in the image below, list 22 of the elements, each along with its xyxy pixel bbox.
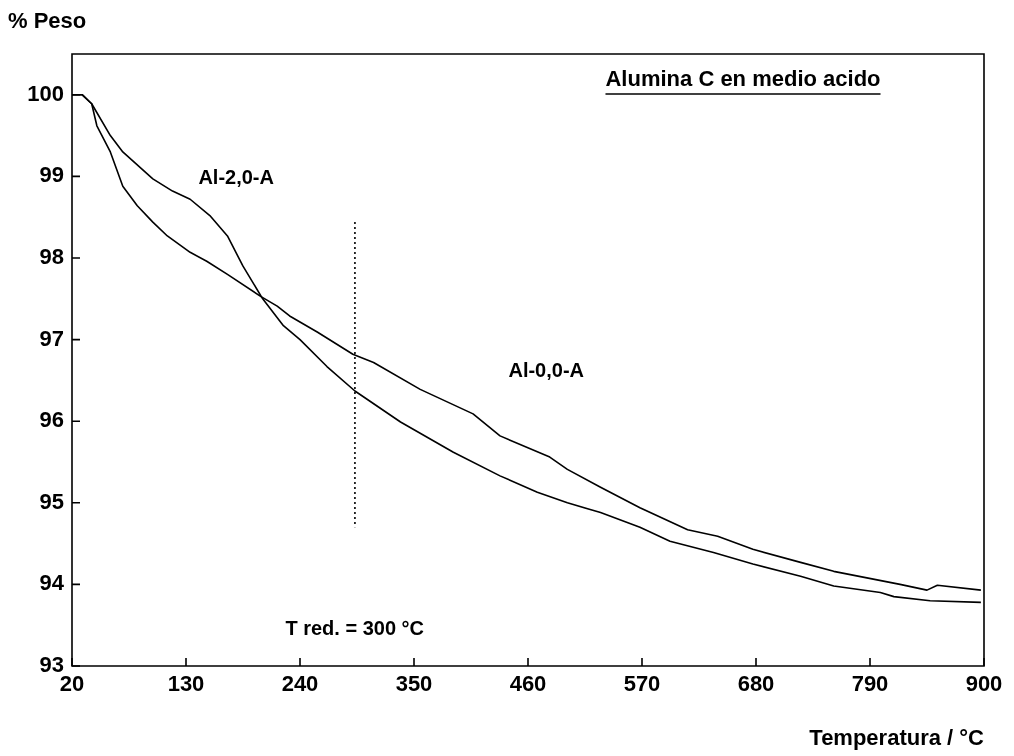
annotation: T red. = 300 °C <box>285 616 425 639</box>
text: Al-0,0-A <box>508 358 585 381</box>
series-label: Al-2,0-A <box>198 165 274 188</box>
x-tick-label: 680 <box>737 671 775 697</box>
y-tick-label: 100 <box>27 80 64 106</box>
y-tick-label: 97 <box>39 325 64 351</box>
x-axis-title: Temperatura / °C <box>809 724 985 750</box>
y-tick-label: 95 <box>39 488 64 514</box>
text: Alumina C en medio acido <box>605 66 881 92</box>
x-tick-label: 20 <box>59 671 85 697</box>
y-tick-label: 98 <box>39 244 64 270</box>
y-tick-label: 99 <box>39 162 64 188</box>
x-tick-label: 130 <box>167 671 205 697</box>
x-tick-label: 900 <box>965 671 1003 697</box>
x-tick-label: 790 <box>851 671 889 697</box>
y-tick-label: 96 <box>39 407 64 433</box>
y-tick-label: 94 <box>39 570 65 596</box>
x-tick-label: 350 <box>395 671 433 697</box>
x-tick-label: 240 <box>281 671 319 697</box>
x-tick-label: 460 <box>509 671 547 697</box>
x-tick-label: 570 <box>623 671 661 697</box>
y-axis-title: % Peso <box>8 8 87 34</box>
